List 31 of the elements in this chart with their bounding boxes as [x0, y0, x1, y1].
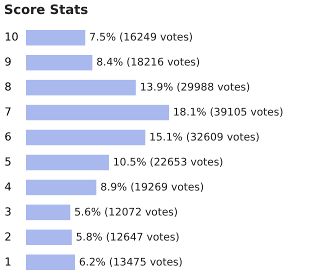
- bar: [26, 254, 75, 270]
- bar: [26, 30, 86, 46]
- data-label: 8.9% (19269 votes): [100, 181, 204, 194]
- bar: [26, 104, 169, 120]
- bar: [26, 154, 109, 170]
- data-label: 7.5% (16249 votes): [89, 32, 193, 44]
- y-tick-label: 10: [4, 30, 18, 44]
- bar: [26, 80, 136, 96]
- y-tick-label: 7: [4, 106, 12, 119]
- data-label: 8.4% (18216 votes): [96, 56, 200, 69]
- y-tick-label: 2: [4, 230, 12, 244]
- data-label: 18.1% (39105 votes): [173, 106, 284, 119]
- y-tick-label: 9: [4, 56, 12, 69]
- data-label: 6.2% (13475 votes): [78, 256, 183, 268]
- y-tick-label: 1: [4, 255, 12, 268]
- data-label: 15.1% (32609 votes): [149, 132, 260, 144]
- y-tick-label: 6: [4, 130, 12, 144]
- bar: [26, 130, 146, 146]
- bar: [26, 180, 96, 196]
- data-label: 10.5% (22653 votes): [112, 156, 224, 168]
- y-tick-label: 5: [4, 155, 12, 168]
- bar: [26, 54, 92, 70]
- data-label: 5.6% (12072 votes): [74, 206, 178, 218]
- data-label: 5.8% (12647 votes): [76, 231, 180, 244]
- y-tick-label: 8: [4, 80, 12, 94]
- bar: [26, 204, 70, 220]
- y-tick-label: 3: [4, 205, 12, 218]
- y-tick-label: 4: [4, 180, 12, 194]
- bar: [26, 230, 72, 246]
- data-label: 13.9% (29988 votes): [140, 82, 250, 94]
- chart-title: Score Stats: [4, 3, 88, 18]
